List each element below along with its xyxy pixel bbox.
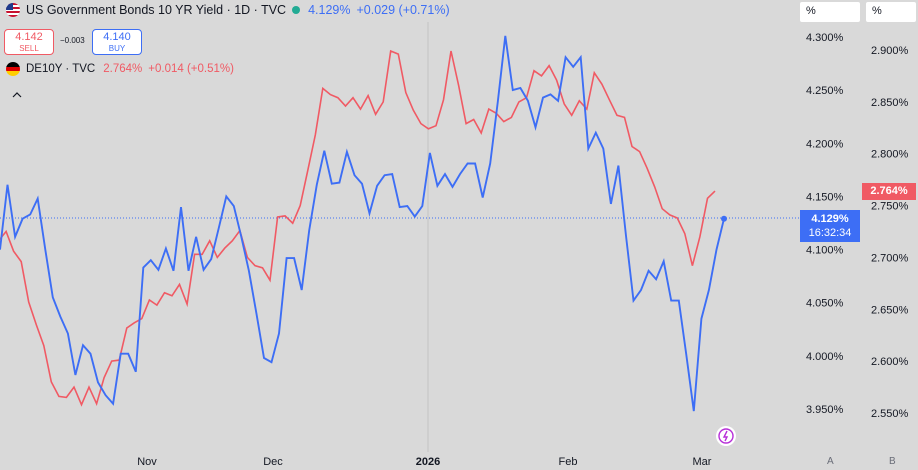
de-change: +0.014 (+0.51%) bbox=[148, 63, 234, 75]
collapse-legend-icon[interactable] bbox=[11, 87, 23, 98]
right-axis-tick: 2.900% bbox=[871, 45, 909, 57]
compare-symbol-legend[interactable]: DE10Y · TVC 2.764% +0.014 (+0.51%) bbox=[6, 62, 234, 76]
right-axis-tick: 2.600% bbox=[871, 356, 909, 368]
x-axis-tick: Mar bbox=[693, 456, 712, 468]
x-axis-tick: Feb bbox=[559, 456, 578, 468]
left-scale-unit[interactable]: % bbox=[800, 2, 860, 22]
left-axis-tick: 3.950% bbox=[806, 404, 844, 416]
right-axis-tick: 2.650% bbox=[871, 304, 909, 316]
left-axis-tick: 4.000% bbox=[806, 351, 844, 363]
de-price-tag: 2.764% bbox=[862, 183, 916, 200]
axis-corner-b[interactable]: B bbox=[889, 456, 896, 467]
x-axis-tick: Nov bbox=[137, 456, 157, 468]
us-last-value: 4.129% bbox=[308, 3, 351, 17]
lightning-icon[interactable] bbox=[716, 426, 736, 446]
buy-label: BUY bbox=[108, 44, 126, 53]
us-flag-icon bbox=[6, 3, 20, 17]
us-countdown: 16:32:34 bbox=[808, 227, 852, 239]
x-axis-tick: Dec bbox=[263, 456, 283, 468]
x-axis-tick: 2026 bbox=[416, 456, 440, 468]
us-price-tag: 4.129% 16:32:34 bbox=[800, 210, 860, 242]
right-axis-tick: 2.850% bbox=[871, 97, 909, 109]
us-change: +0.029 (+0.71%) bbox=[356, 3, 450, 17]
left-axis-tick: 4.200% bbox=[806, 138, 844, 150]
right-axis-tick: 2.750% bbox=[871, 201, 909, 213]
us10y-series-line bbox=[0, 35, 725, 412]
sell-button[interactable]: 4.142 SELL bbox=[4, 29, 54, 55]
spread-value: −0.003 bbox=[60, 36, 85, 45]
right-axis-tick: 2.700% bbox=[871, 252, 909, 264]
right-axis-tick: 2.800% bbox=[871, 149, 909, 161]
market-open-icon bbox=[292, 6, 301, 14]
left-axis-tick: 4.150% bbox=[806, 191, 844, 203]
right-axis-tick: 2.550% bbox=[871, 408, 909, 420]
symbol-title[interactable]: US Government Bonds 10 YR Yield · 1D · T… bbox=[26, 3, 287, 17]
left-axis-tick: 4.050% bbox=[806, 298, 844, 310]
sell-price: 4.142 bbox=[15, 31, 43, 43]
de10y-series-line bbox=[0, 49, 716, 407]
us-price-tag-value: 4.129% bbox=[811, 213, 849, 225]
left-axis-tick: 4.100% bbox=[806, 245, 844, 257]
left-axis-tick: 4.300% bbox=[806, 32, 844, 44]
compare-symbol[interactable]: DE10Y · TVC bbox=[26, 63, 96, 75]
right-scale-unit[interactable]: % bbox=[866, 2, 916, 22]
sell-label: SELL bbox=[19, 44, 39, 53]
axis-corner-a[interactable]: A bbox=[827, 456, 834, 467]
buy-price: 4.140 bbox=[103, 31, 131, 43]
buy-button[interactable]: 4.140 BUY bbox=[92, 29, 142, 55]
left-axis-tick: 4.250% bbox=[806, 85, 844, 97]
germany-flag-icon bbox=[6, 62, 20, 76]
main-symbol-legend[interactable]: US Government Bonds 10 YR Yield · 1D · T… bbox=[6, 3, 450, 17]
de-last-value: 2.764% bbox=[103, 63, 143, 75]
us10y-last-point bbox=[721, 215, 727, 222]
